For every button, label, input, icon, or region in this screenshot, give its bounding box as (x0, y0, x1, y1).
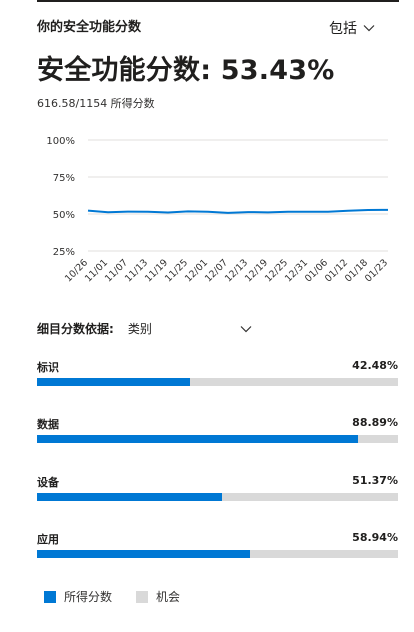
chevron-down-icon (363, 25, 375, 32)
score-history-chart: 100%75%50%25%10/2611/0111/0711/1311/1911… (46, 136, 390, 284)
category-value: 42.48% (352, 359, 398, 372)
x-tick-label: 01/23 (363, 257, 390, 284)
y-tick-label: 25% (53, 247, 75, 258)
category-progress-fill (37, 493, 223, 501)
legend-swatch (44, 590, 56, 603)
category-label: 标识 (37, 361, 59, 374)
category-label: 数据 (37, 418, 59, 431)
category-value: 88.89% (352, 416, 398, 429)
category-progress-fill (37, 550, 250, 558)
y-tick-label: 75% (53, 173, 75, 184)
category-progress-track (37, 493, 398, 501)
legend: 所得分数 机会 (44, 588, 204, 605)
header-label: 你的安全功能分数 (37, 20, 142, 35)
breakdown-select[interactable]: 类别 (128, 320, 252, 337)
category-progress-track (37, 435, 398, 443)
series-line (87, 208, 389, 214)
legend-label: 机会 (156, 590, 181, 604)
include-label: 包括 (329, 21, 357, 37)
score-title: 安全功能分数: 53.43% (37, 55, 335, 86)
include-dropdown[interactable]: 包括 (329, 18, 375, 38)
category-label: 设备 (37, 476, 59, 489)
category-label: 应用 (37, 533, 59, 546)
score-points: 616.58/1154 所得分数 (37, 97, 155, 110)
y-tick-label: 50% (53, 210, 75, 221)
legend-swatch (136, 590, 149, 603)
legend-item-earned: 所得分数 (44, 588, 112, 605)
legend-label: 所得分数 (64, 590, 113, 604)
category-progress-track (37, 550, 398, 558)
breakdown-value: 类别 (127, 322, 152, 336)
category-progress-fill (37, 378, 191, 386)
category-progress-fill (37, 435, 358, 443)
category-value: 58.94% (352, 531, 398, 544)
chevron-down-icon (240, 325, 252, 332)
top-divider (37, 0, 399, 2)
breakdown-row: 细目分数依据: 类别 (37, 320, 252, 337)
breakdown-label: 细目分数依据: (37, 322, 114, 336)
y-tick-label: 100% (46, 136, 75, 147)
legend-item-opportunity: 机会 (136, 588, 180, 605)
category-value: 51.37% (352, 474, 398, 487)
category-progress-track (37, 378, 398, 386)
